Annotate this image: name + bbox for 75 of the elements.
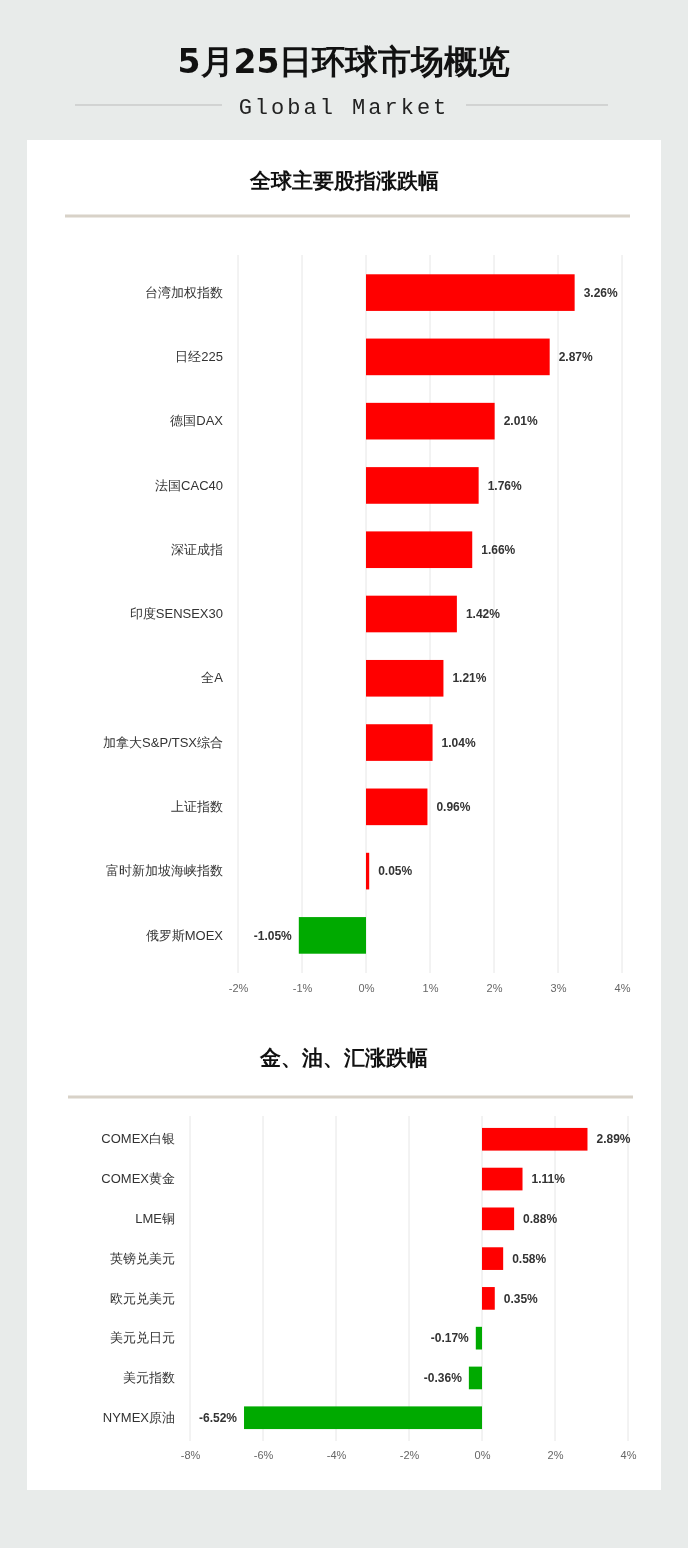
data-label: -6.52% bbox=[198, 1410, 238, 1425]
y-tick-label: 英镑兑美元 bbox=[110, 1250, 175, 1266]
data-label: 1.66% bbox=[481, 542, 516, 557]
bar bbox=[482, 1287, 495, 1310]
y-tick-label: 德国DAX bbox=[170, 413, 224, 429]
data-label: 3.26% bbox=[583, 285, 618, 300]
bar bbox=[298, 917, 366, 954]
y-tick-label: 上证指数 bbox=[171, 799, 223, 814]
data-label: -0.36% bbox=[423, 1371, 463, 1386]
data-label: 1.76% bbox=[487, 478, 522, 493]
y-tick-label: 富时新加坡海峡指数 bbox=[106, 863, 223, 879]
bar bbox=[366, 788, 428, 826]
bar bbox=[482, 1127, 588, 1151]
x-tick-label: 1% bbox=[422, 981, 439, 994]
y-tick-label: 法国CAC40 bbox=[155, 477, 223, 493]
data-label: 1.42% bbox=[465, 607, 501, 622]
x-tick-label: -2% bbox=[228, 981, 249, 994]
bar bbox=[482, 1167, 523, 1191]
x-tick-label: 0% bbox=[474, 1448, 491, 1461]
data-label: -1.05% bbox=[253, 928, 293, 943]
y-tick-label: 欧元兑美元 bbox=[110, 1290, 175, 1306]
x-tick-label: -1% bbox=[292, 981, 313, 994]
y-tick-label: LME铜 bbox=[135, 1210, 175, 1226]
bar bbox=[366, 852, 370, 890]
x-tick-label: -2% bbox=[399, 1448, 420, 1461]
x-tick-label: 2% bbox=[547, 1448, 564, 1461]
data-label: 0.58% bbox=[512, 1251, 547, 1266]
bar bbox=[366, 274, 575, 311]
x-tick-label: 2% bbox=[486, 981, 503, 994]
bar bbox=[366, 595, 457, 633]
bar bbox=[366, 531, 473, 569]
bar bbox=[366, 659, 444, 697]
data-label: 0.88% bbox=[523, 1212, 558, 1227]
data-label: 2.01% bbox=[503, 414, 538, 429]
chart-title: 全球主要股指涨跌幅 bbox=[248, 169, 439, 193]
data-label: 1.21% bbox=[452, 671, 487, 686]
data-label: 1.04% bbox=[441, 735, 476, 750]
text: 5月25日环球市场概览 bbox=[177, 42, 511, 81]
y-tick-label: COMEX白银 bbox=[101, 1131, 175, 1147]
data-label: 0.05% bbox=[378, 864, 413, 879]
y-tick-label: 印度SENSEX30 bbox=[129, 606, 223, 622]
bar bbox=[475, 1326, 482, 1350]
y-tick-label: 俄罗斯MOEX bbox=[145, 927, 224, 943]
data-label: 2.89% bbox=[596, 1132, 631, 1147]
y-tick-label: 全A bbox=[201, 670, 224, 686]
y-tick-label: NYMEX原油 bbox=[102, 1409, 175, 1425]
data-label: 2.87% bbox=[558, 350, 594, 365]
bar bbox=[482, 1247, 504, 1270]
y-tick-label: COMEX黄金 bbox=[101, 1171, 175, 1187]
data-label: -0.17% bbox=[430, 1331, 470, 1346]
data-label: 1.11% bbox=[531, 1172, 566, 1187]
y-tick-label: 日经225 bbox=[175, 349, 223, 365]
x-tick-label: 4% bbox=[614, 981, 631, 994]
bar bbox=[366, 402, 495, 440]
x-tick-label: 3% bbox=[550, 981, 567, 994]
x-tick-label: -8% bbox=[180, 1448, 201, 1461]
y-tick-label: 美元指数 bbox=[123, 1370, 175, 1386]
y-tick-label: 美元兑日元 bbox=[110, 1330, 175, 1346]
x-tick-label: -6% bbox=[253, 1448, 274, 1461]
bar bbox=[366, 724, 433, 761]
y-tick-label: 台湾加权指数 bbox=[145, 284, 223, 300]
bar bbox=[366, 467, 479, 504]
bar bbox=[482, 1207, 515, 1231]
text: Global Market bbox=[238, 96, 450, 121]
y-tick-label: 加拿大S&P/TSX综合 bbox=[103, 734, 223, 750]
data-label: 0.96% bbox=[436, 800, 471, 815]
x-tick-label: 4% bbox=[620, 1448, 637, 1461]
x-tick-label: -4% bbox=[326, 1448, 347, 1461]
bar bbox=[468, 1366, 482, 1390]
x-tick-label: 0% bbox=[358, 981, 375, 994]
data-label: 0.35% bbox=[503, 1291, 539, 1306]
bar bbox=[366, 338, 550, 376]
y-tick-label: 深证成指 bbox=[171, 541, 223, 557]
bar bbox=[244, 1406, 482, 1430]
chart-title: 金、油、汇涨跌幅 bbox=[259, 1046, 428, 1070]
